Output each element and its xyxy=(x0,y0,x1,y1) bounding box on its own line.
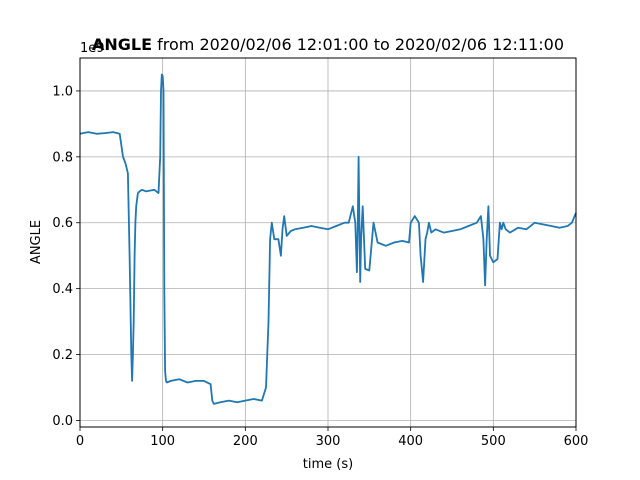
chart-title-rest: from 2020/02/06 12:01:00 to 2020/02/06 1… xyxy=(152,35,564,54)
chart-title: ANGLE from 2020/02/06 12:01:00 to 2020/0… xyxy=(92,35,564,54)
x-axis-label: time (s) xyxy=(303,457,353,472)
chart-title-bold: ANGLE xyxy=(92,35,152,54)
y-tick-label: 0.4 xyxy=(52,282,73,297)
y-axis-label: ANGLE xyxy=(29,220,44,264)
series-line-group xyxy=(79,73,577,405)
grid-lines xyxy=(79,58,577,427)
x-tick-label: 300 xyxy=(316,434,341,449)
y-tick-label: 0.6 xyxy=(52,216,73,231)
y-tick-label: 0.8 xyxy=(52,150,73,165)
y-tick-label: 1.0 xyxy=(52,84,73,99)
y-offset-label: 1e9 xyxy=(80,41,105,56)
x-tick-label: 200 xyxy=(233,434,258,449)
series-line xyxy=(79,73,577,405)
x-tick-label: 100 xyxy=(150,434,175,449)
x-tick-label: 600 xyxy=(564,434,589,449)
x-tick-label: 0 xyxy=(76,434,84,449)
y-tick-label: 0.2 xyxy=(52,348,73,363)
x-tick-label: 400 xyxy=(398,434,423,449)
y-tick-label: 0.0 xyxy=(52,414,73,429)
y-axis: 0.0 0.2 0.4 0.6 0.8 1.0 xyxy=(52,84,80,429)
x-tick-label: 500 xyxy=(481,434,506,449)
x-axis: 0 100 200 300 400 500 600 xyxy=(76,427,589,449)
